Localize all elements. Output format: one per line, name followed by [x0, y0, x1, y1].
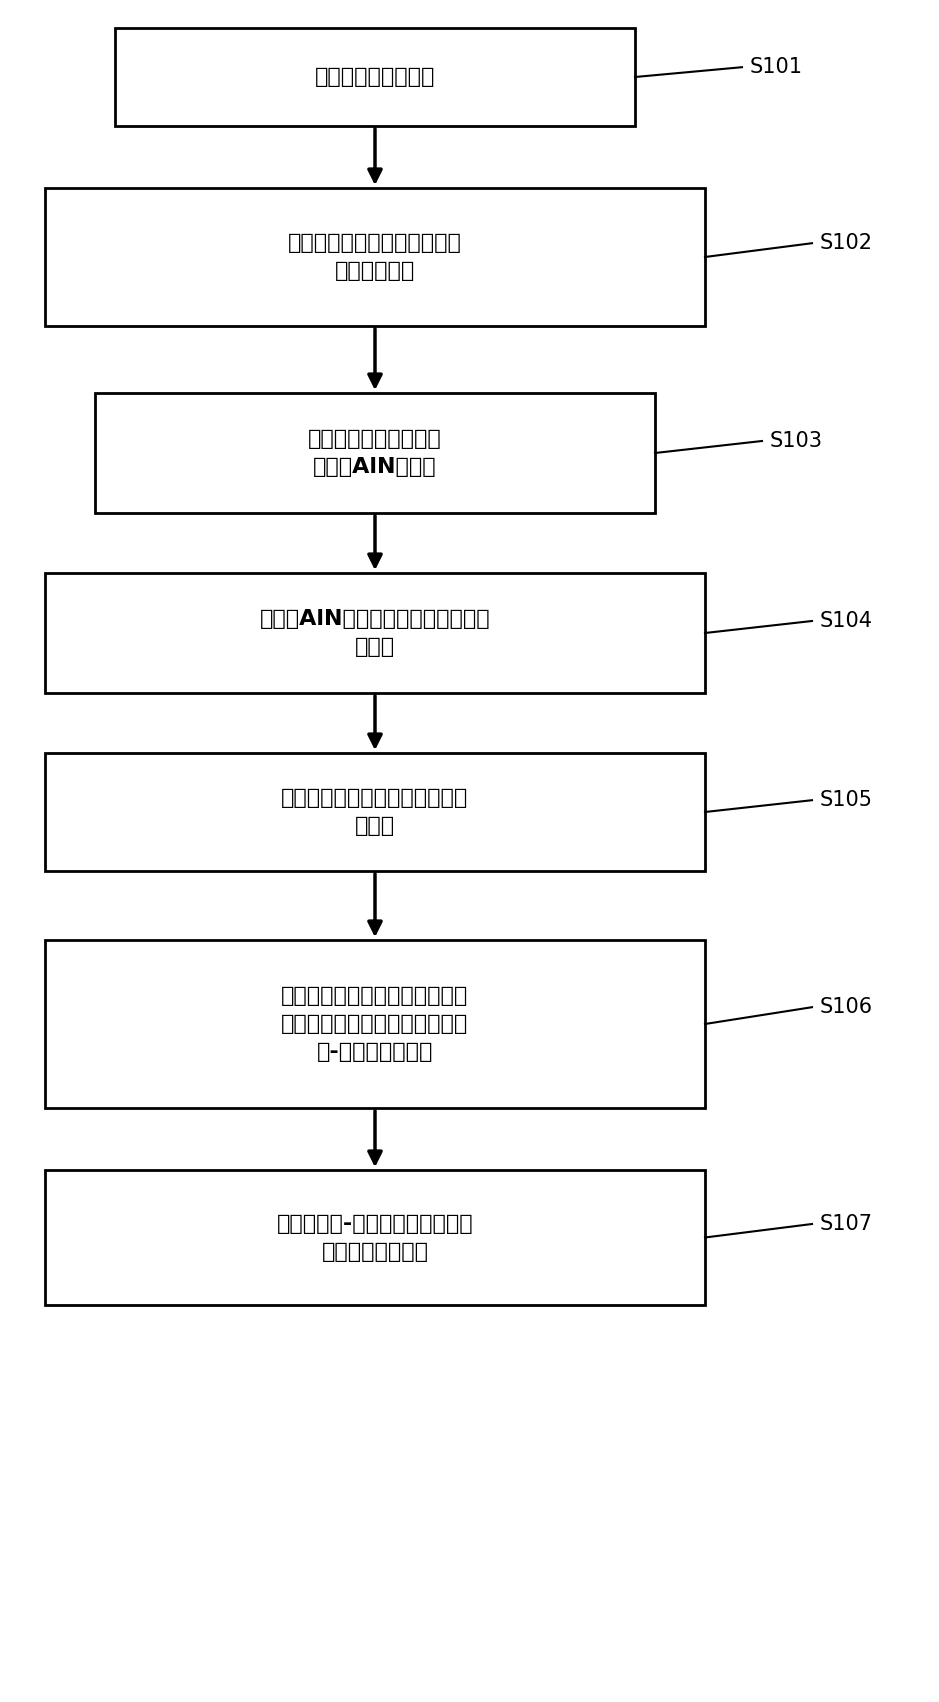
Text: 在所述准二维结构层上生长三维
结构层: 在所述准二维结构层上生长三维 结构层	[282, 788, 469, 836]
Bar	[45, 187, 705, 327]
Text: S102: S102	[820, 233, 873, 254]
Bar	[45, 1169, 705, 1305]
Text: 采用脉冲氨气横向外延生长法，
在所述三维结构层上生长一层三
维-二维快速切换层: 采用脉冲氨气横向外延生长法， 在所述三维结构层上生长一层三 维-二维快速切换层	[282, 985, 469, 1062]
Bar	[45, 574, 705, 693]
Text: S106: S106	[820, 997, 873, 1018]
Text: S105: S105	[820, 790, 873, 810]
Bar	[115, 27, 635, 126]
Text: S104: S104	[820, 611, 873, 631]
Text: S107: S107	[820, 1214, 873, 1234]
Bar	[95, 393, 655, 512]
Text: S103: S103	[770, 431, 823, 451]
Bar	[45, 940, 705, 1108]
Text: 在所述AlN成核层上生长一层准二维
结构层: 在所述AlN成核层上生长一层准二维 结构层	[260, 609, 490, 657]
Text: 对所述衬底进行刻蚀，形成纳
米图形化衬底: 对所述衬底进行刻蚀，形成纳 米图形化衬底	[288, 233, 462, 281]
Text: 在所述三维-二维快速切换层上生
长一层二维结构层: 在所述三维-二维快速切换层上生 长一层二维结构层	[277, 1214, 473, 1261]
Bar	[45, 752, 705, 871]
Text: 提供平片蓝宝石衬底: 提供平片蓝宝石衬底	[315, 66, 435, 87]
Text: 在所述纳米图形化衬底
上溅射AlN成核层: 在所述纳米图形化衬底 上溅射AlN成核层	[308, 429, 442, 477]
Text: S101: S101	[750, 58, 803, 77]
